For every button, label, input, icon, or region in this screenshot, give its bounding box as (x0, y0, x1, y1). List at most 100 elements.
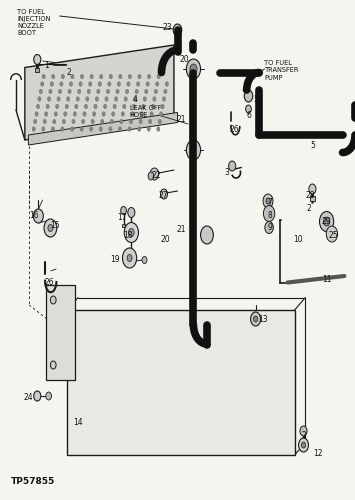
Circle shape (148, 172, 154, 180)
Text: 13: 13 (258, 316, 268, 324)
Circle shape (323, 217, 330, 226)
Circle shape (62, 119, 66, 124)
Text: 19: 19 (110, 256, 120, 264)
Circle shape (49, 89, 52, 94)
Circle shape (44, 219, 57, 237)
Circle shape (229, 161, 236, 171)
Circle shape (50, 296, 56, 304)
Circle shape (86, 97, 89, 101)
Circle shape (139, 119, 142, 124)
Bar (310, 196, 315, 201)
Circle shape (120, 119, 123, 124)
Circle shape (126, 89, 129, 94)
Text: 5: 5 (310, 140, 315, 149)
Circle shape (89, 82, 92, 86)
Circle shape (101, 119, 104, 124)
Text: 11: 11 (322, 276, 331, 284)
Circle shape (35, 112, 38, 116)
Circle shape (152, 104, 155, 109)
Text: 12: 12 (313, 450, 322, 458)
Circle shape (246, 105, 251, 113)
Circle shape (87, 89, 90, 94)
Circle shape (60, 82, 63, 86)
Text: 20: 20 (180, 56, 190, 64)
Circle shape (56, 104, 59, 109)
Bar (46, 285, 75, 380)
Circle shape (64, 112, 67, 116)
Circle shape (129, 74, 132, 78)
Circle shape (79, 82, 82, 86)
Text: 1: 1 (44, 60, 49, 70)
Circle shape (108, 82, 111, 86)
Circle shape (132, 104, 136, 109)
Circle shape (109, 74, 113, 78)
Text: 23: 23 (162, 23, 172, 32)
Circle shape (142, 104, 145, 109)
Circle shape (113, 104, 116, 109)
Circle shape (299, 438, 308, 452)
Text: 21: 21 (176, 116, 186, 124)
Circle shape (61, 126, 64, 131)
Circle shape (38, 97, 41, 101)
Polygon shape (28, 112, 178, 145)
Circle shape (34, 119, 37, 124)
Circle shape (253, 316, 258, 322)
Text: 2: 2 (301, 432, 306, 440)
Circle shape (143, 97, 147, 101)
Circle shape (142, 256, 147, 264)
Circle shape (124, 222, 138, 242)
Circle shape (53, 119, 56, 124)
Text: LEAK OFF
HOSE: LEAK OFF HOSE (130, 105, 161, 118)
Circle shape (50, 82, 53, 86)
Circle shape (320, 212, 334, 232)
Circle shape (156, 82, 159, 86)
Circle shape (82, 119, 85, 124)
Circle shape (76, 97, 80, 101)
Circle shape (90, 74, 93, 78)
Circle shape (68, 89, 71, 94)
Circle shape (89, 126, 93, 131)
Circle shape (58, 89, 62, 94)
Text: 18: 18 (123, 230, 132, 239)
Text: 27: 27 (158, 190, 168, 200)
Circle shape (39, 89, 43, 94)
Text: 26: 26 (229, 126, 239, 134)
Circle shape (100, 74, 103, 78)
Text: 21: 21 (176, 226, 186, 234)
Circle shape (244, 90, 253, 102)
Text: 26: 26 (45, 278, 55, 287)
Circle shape (72, 119, 75, 124)
Circle shape (133, 97, 137, 101)
Circle shape (263, 194, 273, 208)
Circle shape (109, 126, 112, 131)
Circle shape (46, 104, 49, 109)
Circle shape (65, 104, 68, 109)
Circle shape (37, 104, 39, 109)
Circle shape (153, 97, 156, 101)
Circle shape (118, 82, 121, 86)
Circle shape (34, 54, 41, 64)
Circle shape (77, 89, 81, 94)
Circle shape (34, 391, 41, 401)
Text: 15: 15 (50, 220, 60, 230)
Circle shape (251, 312, 261, 326)
Circle shape (186, 59, 201, 79)
Circle shape (158, 119, 161, 124)
Circle shape (57, 97, 60, 101)
Circle shape (40, 82, 44, 86)
Circle shape (263, 206, 275, 222)
Circle shape (84, 104, 88, 109)
Circle shape (201, 226, 213, 244)
Circle shape (127, 254, 132, 262)
Circle shape (131, 112, 134, 116)
Text: 10: 10 (293, 236, 303, 244)
Text: 6: 6 (246, 110, 251, 120)
Text: TP57855: TP57855 (11, 477, 55, 486)
Circle shape (154, 89, 158, 94)
Circle shape (45, 112, 48, 116)
Text: 5: 5 (253, 96, 258, 104)
Text: 22: 22 (152, 170, 161, 179)
Circle shape (33, 209, 43, 223)
Text: 4: 4 (132, 96, 137, 104)
Circle shape (150, 112, 153, 116)
